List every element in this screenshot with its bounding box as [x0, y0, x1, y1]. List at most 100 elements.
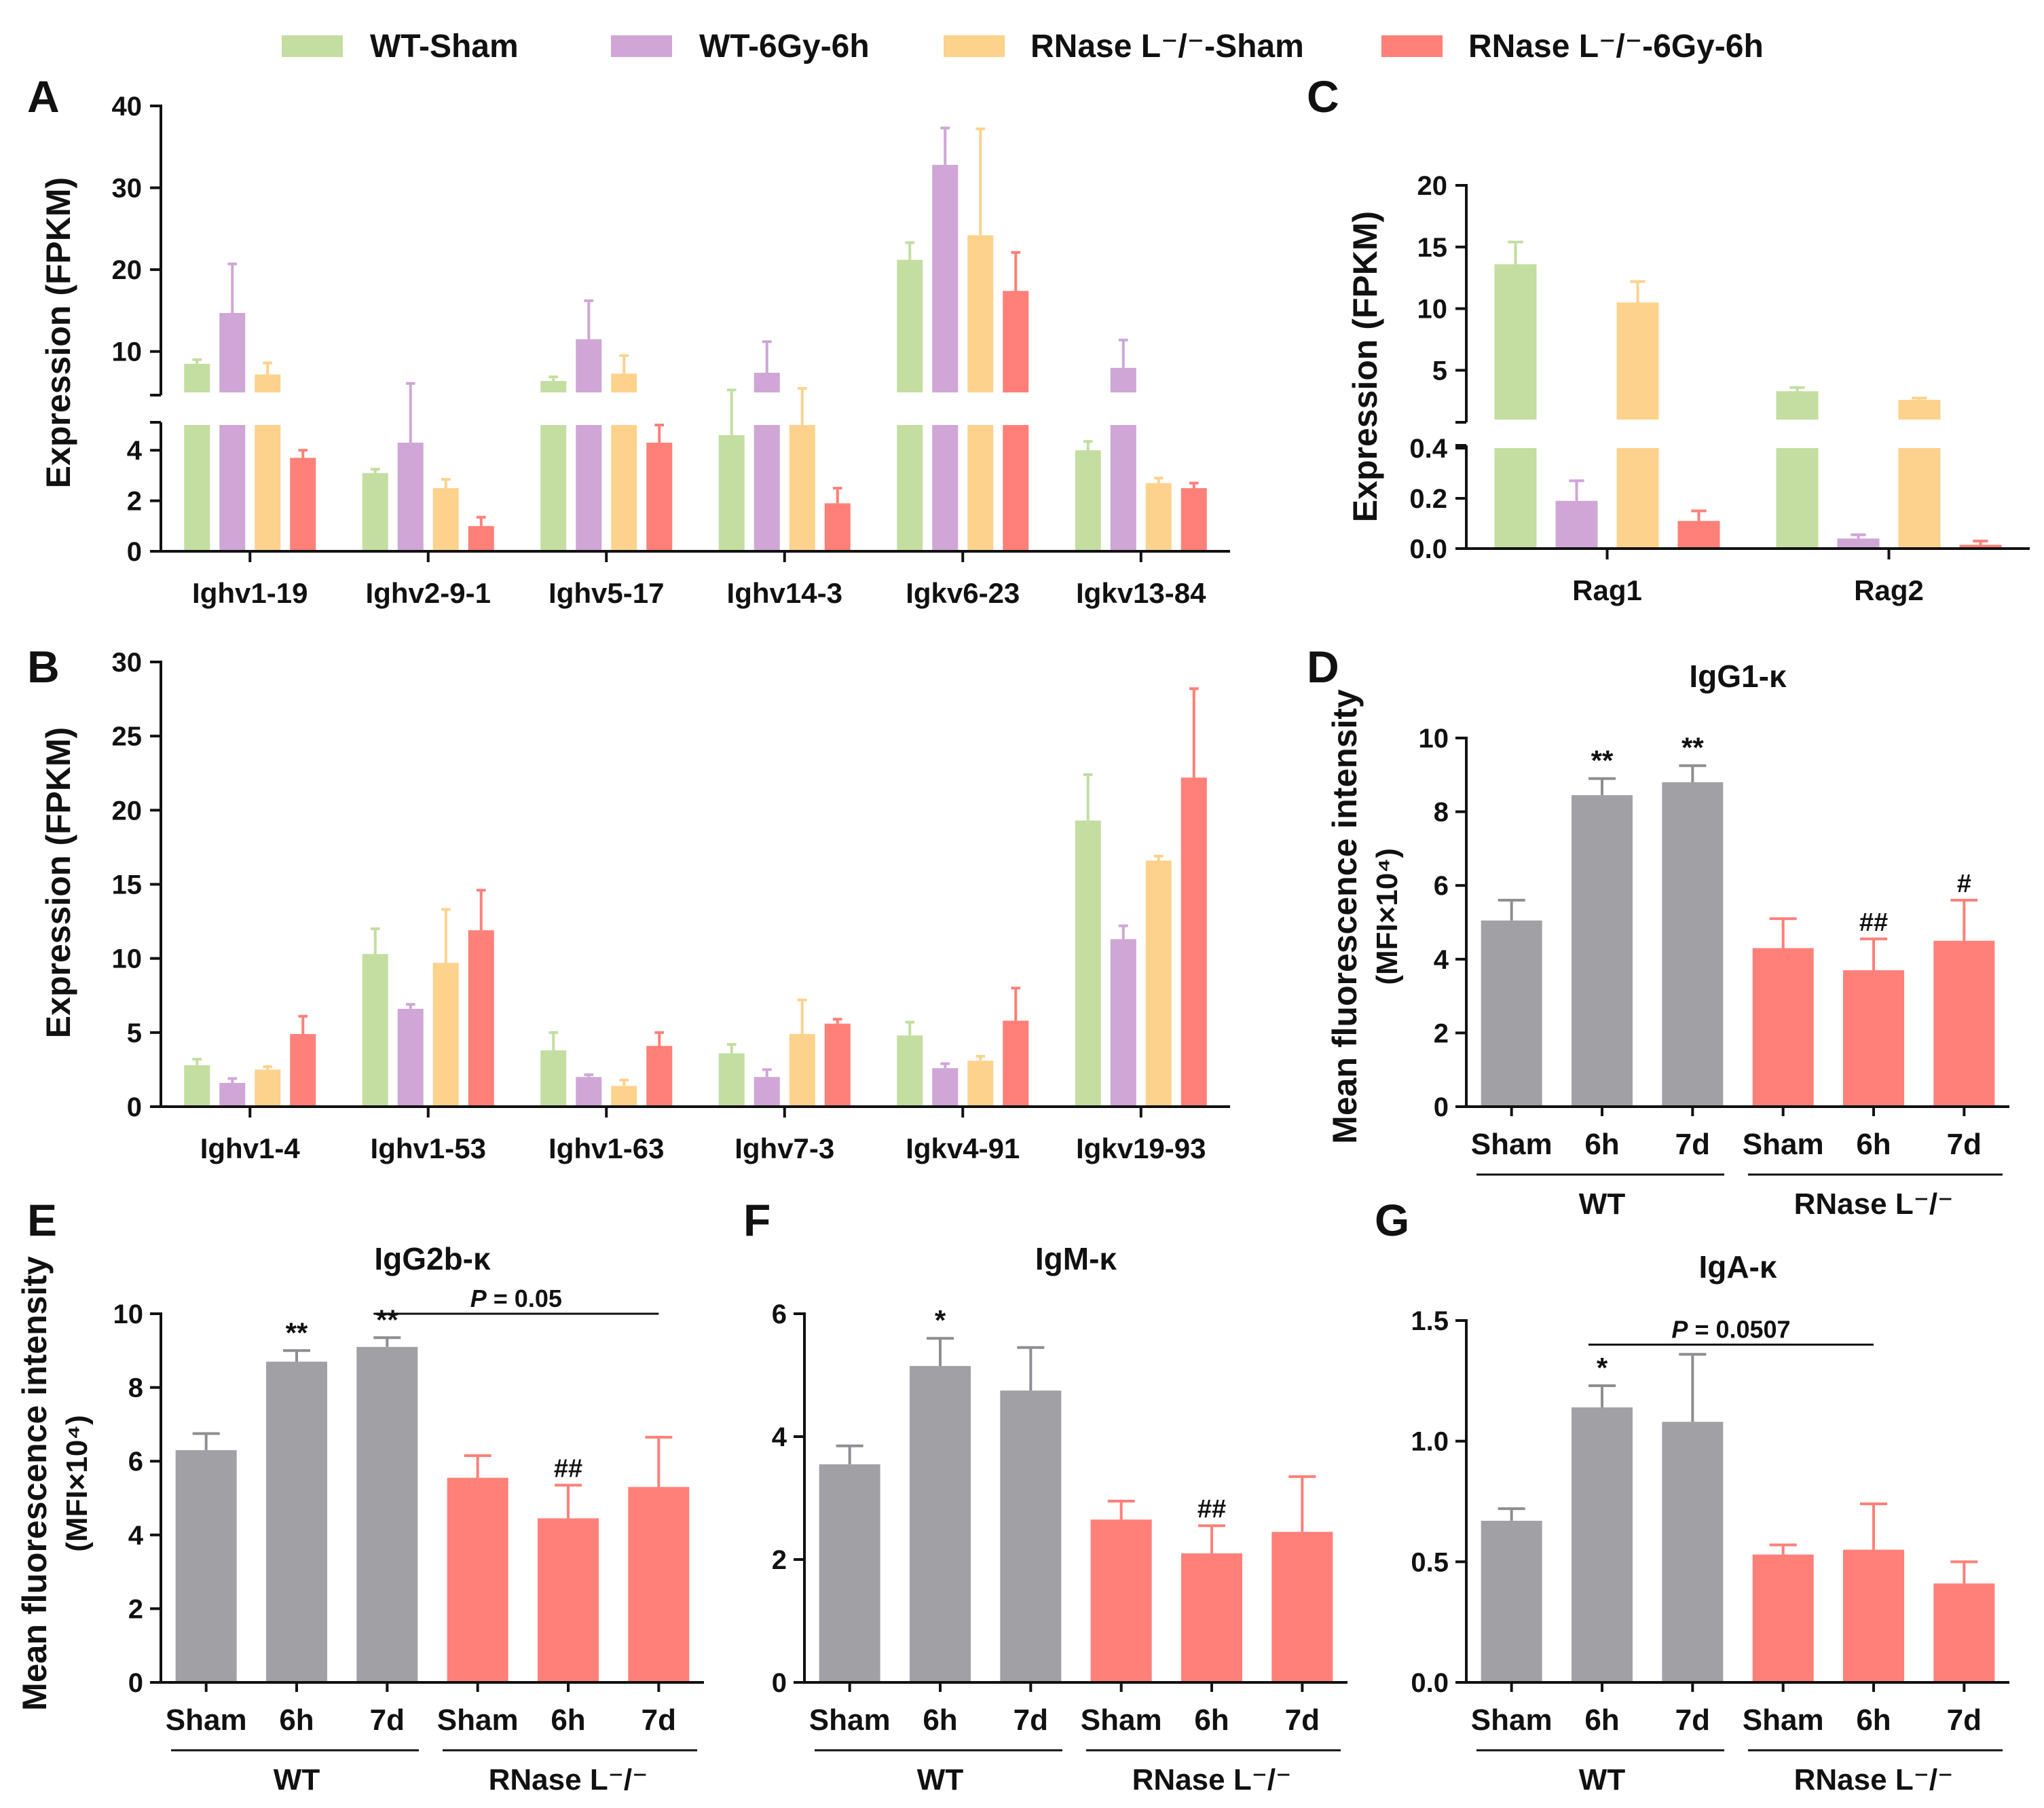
- bar: [1000, 1390, 1062, 1682]
- legend-label-wt-6gy: WT-6Gy-6h: [699, 29, 870, 64]
- bar: [468, 525, 494, 551]
- x-tick-label: 7d: [370, 1703, 405, 1737]
- y-axis-title: Expression (FPKM): [1346, 211, 1384, 522]
- y-tick-label: 1.5: [1411, 1306, 1449, 1336]
- bar-upper: [255, 374, 281, 392]
- y-tick-label: 0.2: [1409, 484, 1447, 514]
- x-tick-label: Ighv1-53: [371, 1132, 486, 1164]
- x-tick-label: Ighv2-9-1: [366, 577, 491, 609]
- y-tick-label: 5: [127, 1018, 142, 1048]
- bar: [754, 1077, 780, 1107]
- legend-label-ko-sham: RNase L⁻/⁻-Sham: [1030, 29, 1304, 64]
- y-axis-title: Mean fluorescence intensity: [1326, 689, 1364, 1144]
- bar: [1959, 545, 2002, 549]
- bar: [1075, 820, 1101, 1107]
- bar: [646, 1046, 673, 1107]
- bar: [1843, 970, 1904, 1107]
- x-tick-label: Sham: [1743, 1128, 1824, 1161]
- panel-letter-c: C: [1307, 71, 1339, 122]
- bar: [1090, 1519, 1152, 1682]
- y-tick-label: 0: [127, 537, 142, 567]
- x-tick-label: 6h: [279, 1703, 314, 1737]
- bar: [789, 425, 815, 551]
- bar: [1776, 448, 1819, 549]
- x-tick-label: 7d: [1285, 1703, 1320, 1737]
- legend-item-wt-6gy[interactable]: WT-6Gy-6h: [611, 29, 870, 64]
- y-tick-label: 6: [772, 1299, 787, 1329]
- x-tick-label: Sham: [1471, 1703, 1553, 1737]
- bar: [356, 1346, 418, 1682]
- y-tick-label: 6: [128, 1447, 143, 1477]
- x-tick-label: Igkv13-84: [1076, 577, 1206, 609]
- bar: [1145, 483, 1172, 551]
- bar-upper: [184, 363, 210, 392]
- x-tick-label: Sham: [1743, 1703, 1824, 1737]
- legend-item-ko-6gy[interactable]: RNase L⁻/⁻-6Gy-6h: [1381, 29, 1764, 64]
- bar: [184, 425, 210, 551]
- bar: [897, 1035, 923, 1107]
- bar: [1110, 425, 1136, 551]
- bar: [628, 1487, 690, 1682]
- y-tick-label: 15: [112, 870, 143, 900]
- bar: [1572, 795, 1633, 1107]
- x-tick-label: Igkv19-93: [1076, 1132, 1206, 1164]
- legend-item-ko-sham[interactable]: RNase L⁻/⁻-Sham: [944, 29, 1304, 64]
- bar: [1181, 1553, 1242, 1682]
- panel-letter-b: B: [27, 642, 60, 692]
- bar-upper: [932, 164, 959, 392]
- bar: [1933, 1583, 1995, 1682]
- pvalue-p: P: [1671, 1316, 1688, 1344]
- x-tick-label: Igkv6-23: [906, 577, 1020, 609]
- bar-upper: [1776, 391, 1819, 420]
- x-tick-label: 6h: [923, 1703, 957, 1737]
- pvalue-value: = 0.05: [487, 1285, 562, 1312]
- legend-swatch-ko-sham: [944, 35, 1005, 57]
- x-tick-label: 6h: [1584, 1128, 1619, 1161]
- bar-upper: [1494, 264, 1537, 420]
- y-tick-label: 20: [112, 255, 143, 285]
- bar: [447, 1477, 508, 1682]
- bar: [824, 1023, 851, 1107]
- bar: [824, 503, 851, 551]
- bar: [362, 954, 388, 1107]
- x-tick-label: Sham: [166, 1703, 247, 1737]
- x-tick-label: 6h: [1856, 1128, 1891, 1161]
- group-label: RNase L⁻/⁻: [489, 1763, 648, 1796]
- bar: [576, 1077, 602, 1107]
- y-tick-label: 10: [113, 1299, 144, 1329]
- bar-upper: [1003, 291, 1029, 392]
- legend-item-wt-sham[interactable]: WT-Sham: [282, 29, 519, 64]
- y-tick-label: 15: [1417, 233, 1448, 263]
- x-tick-label: Ighv1-4: [200, 1132, 301, 1164]
- panel-letter-f: F: [743, 1195, 770, 1245]
- chart-panel-c: 0.0 0.2 0.4 5 10 15 20 Rag1 Rag2: [1409, 171, 2030, 606]
- y-tick-label: 4: [1434, 945, 1449, 975]
- group-label: WT: [274, 1763, 320, 1796]
- bar: [611, 425, 637, 551]
- x-tick-label: Rag2: [1854, 574, 1924, 606]
- x-tick-label: 7d: [642, 1703, 676, 1737]
- bar: [1616, 448, 1659, 549]
- legend-label-wt-sham: WT-Sham: [370, 29, 519, 64]
- y-tick-label: 30: [112, 648, 143, 678]
- x-tick-label: 7d: [1947, 1703, 1982, 1737]
- y-tick-label: 25: [112, 722, 143, 752]
- y-tick-label: 10: [1419, 724, 1449, 754]
- y-axis-title-unit: (MFI×10⁴): [60, 1415, 94, 1551]
- bar: [932, 1068, 959, 1107]
- chart-panel-b: 0 5 10 15 20 25 30 Ighv1-4 Ighv1-53 Ighv1-63 Ighv7…: [112, 648, 1230, 1164]
- bar: [1752, 1554, 1814, 1682]
- bar: [1933, 940, 1995, 1107]
- y-axis-title-unit: (MFI×10⁴): [1371, 848, 1404, 984]
- bar: [468, 930, 494, 1107]
- bar: [175, 1450, 237, 1682]
- legend-label-ko-6gy: RNase L⁻/⁻-6Gy-6h: [1468, 29, 1764, 64]
- y-tick-label: 4: [128, 1521, 144, 1551]
- panel-letter-g: G: [1375, 1195, 1409, 1245]
- bar: [184, 1065, 210, 1107]
- bar: [397, 1008, 424, 1107]
- significance-mark: *: [1597, 1352, 1608, 1384]
- bar: [540, 425, 567, 551]
- pvalue-label: P = 0.0507: [1671, 1316, 1790, 1344]
